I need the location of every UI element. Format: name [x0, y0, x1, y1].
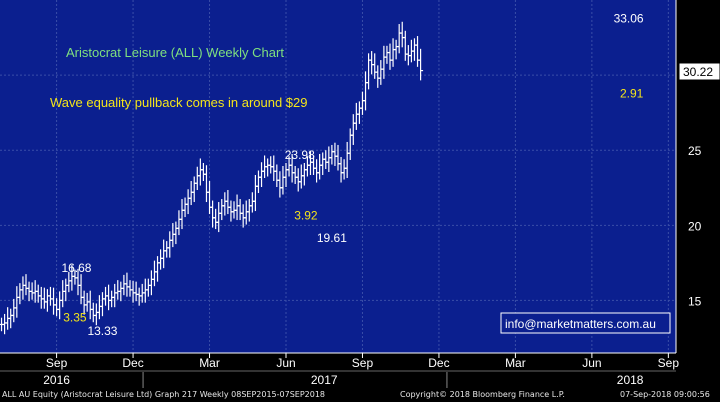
year-label: 2017 [311, 373, 338, 387]
x-tick-label: Jun [582, 356, 601, 370]
price-annotation: 33.06 [614, 12, 644, 26]
x-tick-label: Sep [658, 356, 680, 370]
last-price-tag: 30.22 [678, 62, 720, 81]
chart-title: Aristocrat Leisure (ALL) Weekly Chart [66, 45, 284, 60]
watermark-box: info@marketmatters.com.au [500, 312, 671, 334]
price-annotation: 3.35 [63, 310, 87, 324]
year-label: 2016 [43, 373, 70, 387]
price-annotation: 23.98 [285, 148, 315, 162]
x-tick-label: Mar [199, 356, 220, 370]
x-tick-label: Dec [428, 356, 449, 370]
plot-area [0, 0, 676, 353]
x-tick-label: Sep [46, 356, 68, 370]
price-bars [0, 21, 424, 335]
price-annotation: 3.92 [294, 208, 318, 222]
y-tick-label: 15 [688, 294, 702, 308]
watermark-text: info@marketmatters.com.au [505, 317, 656, 331]
chart-subtitle: Wave equality pullback comes in around $… [50, 95, 308, 110]
x-axis: Sep Dec Mar Jun Sep Dec Mar Jun Sep 2016 2017 2018 [0, 352, 680, 388]
year-label: 2018 [617, 373, 644, 387]
footer-timestamp: 07-Sep-2018 09:00:56 [620, 390, 710, 399]
price-annotation: 13.33 [87, 324, 117, 338]
y-tick-label: 20 [688, 219, 702, 233]
x-tick-label: Sep [352, 356, 374, 370]
weekly-price-chart: 15202530 SepDecMarJunSepDecMarJunSep2016… [0, 0, 720, 388]
footer-copyright: Copyright© 2018 Bloomberg Finance L.P. [400, 390, 565, 399]
footer-bar: ALL AU Equity (Aristocrat Leisure Ltd) G… [0, 388, 720, 402]
x-tick-label: Mar [505, 356, 526, 370]
y-tick-label: 25 [688, 144, 702, 158]
price-annotation: 16.68 [61, 261, 91, 275]
footer-security-info: ALL AU Equity (Aristocrat Leisure Ltd) G… [2, 390, 326, 399]
x-tick-label: Jun [276, 356, 295, 370]
x-tick-label: Dec [122, 356, 143, 370]
price-annotation: 2.91 [620, 87, 644, 101]
price-annotation: 19.61 [317, 231, 347, 245]
last-price-value: 30.22 [683, 65, 713, 79]
